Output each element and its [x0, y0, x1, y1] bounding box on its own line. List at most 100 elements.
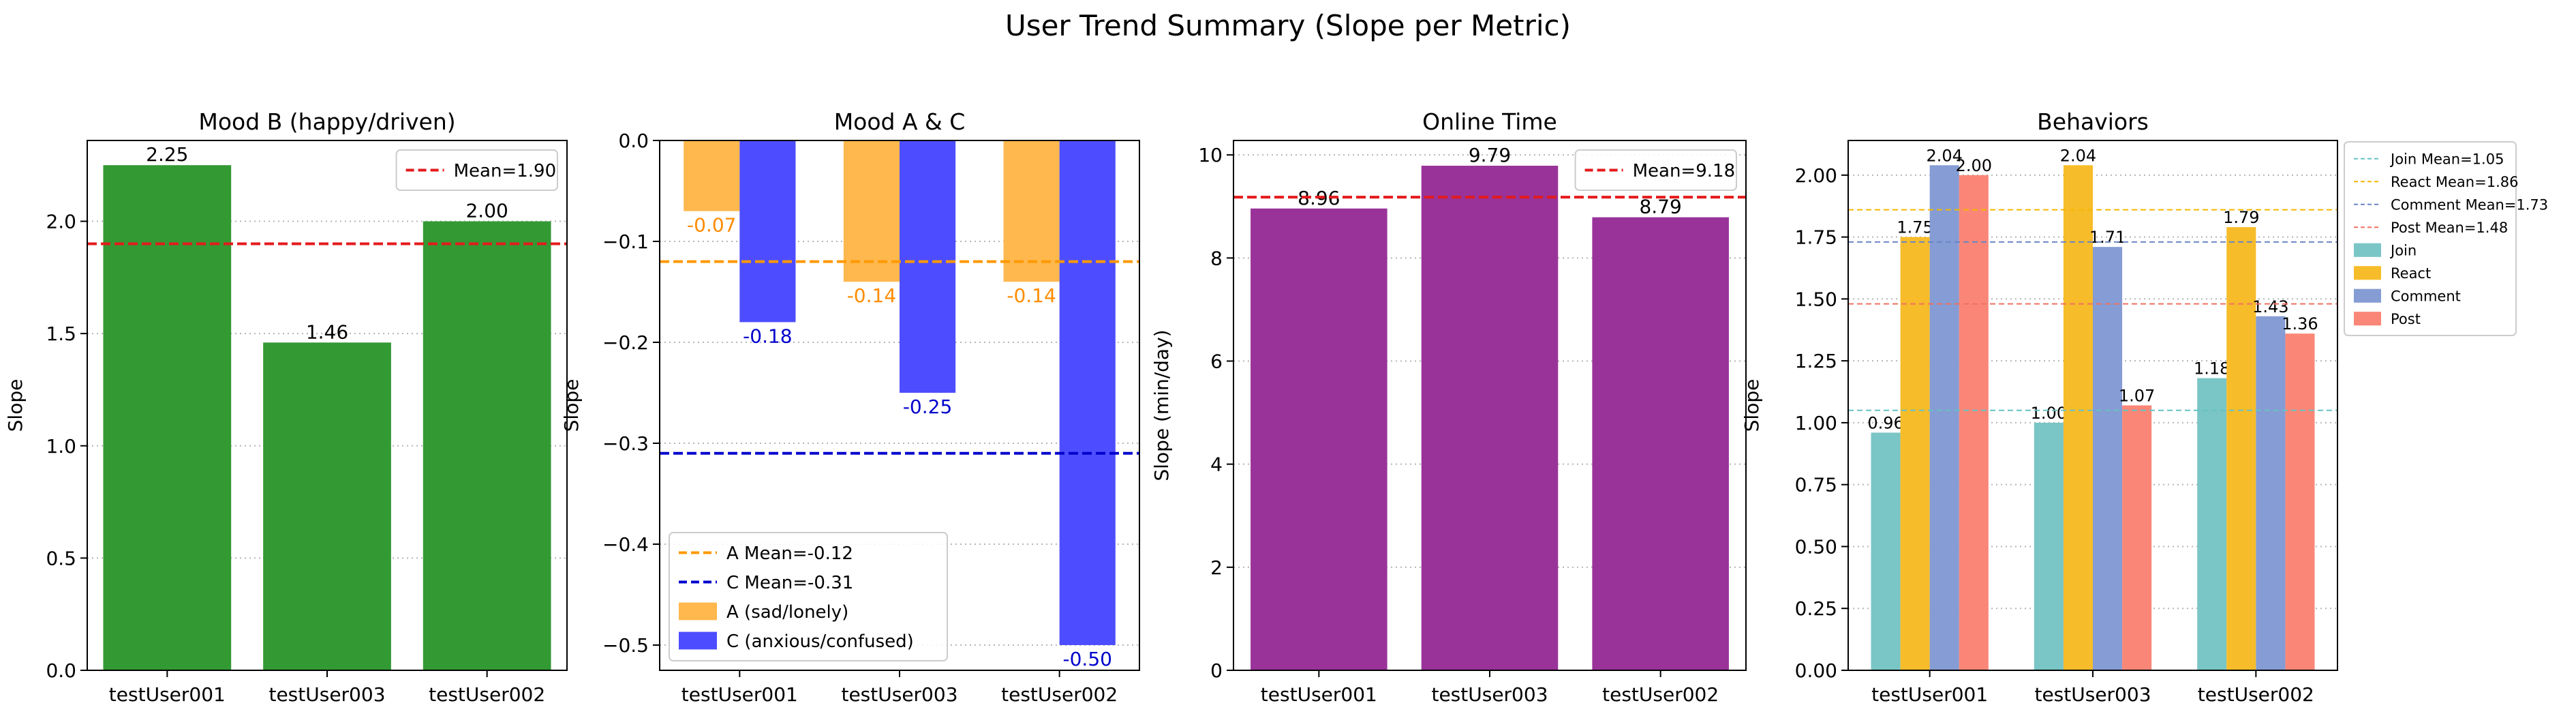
legend-label: Mean=9.18 [1633, 161, 1736, 181]
y-tick-label: 0.75 [1795, 474, 1837, 496]
legend-label: Mean=1.90 [454, 161, 557, 181]
panel-1: Mood B (happy/driven) 0.0 0.5 1.0 1.5 2.0 Slop… [4, 108, 568, 706]
y-tick-label: 6 [1210, 350, 1223, 372]
y-tick-label: −0.2 [602, 331, 649, 354]
bar [2034, 422, 2064, 670]
y-tick-label: 2 [1210, 556, 1223, 579]
data-label: 1.18 [2194, 359, 2230, 378]
y-tick-label: 0.00 [1795, 659, 1837, 682]
legend-box [1574, 149, 1738, 191]
legend-label: Comment Mean=1.73 [2391, 196, 2548, 213]
data-label: 9.79 [1469, 144, 1511, 166]
legend-label: Join Mean=1.05 [2389, 151, 2504, 167]
bar [1900, 237, 1930, 671]
data-label: -0.14 [847, 284, 896, 307]
bar [1003, 140, 1060, 282]
panel-title: Online Time [1422, 108, 1557, 135]
data-label: 1.43 [2252, 297, 2288, 316]
y-tick-label: 0.25 [1795, 597, 1837, 620]
legend: Mean=1.90 [395, 149, 558, 191]
legend: Mean=9.18 [1574, 149, 1738, 191]
bar [2285, 333, 2315, 670]
legend: Join Mean=1.05 React Mean=1.86 Comment Mea… [2344, 141, 2548, 336]
data-label: 1.71 [2089, 228, 2126, 247]
bar [1251, 208, 1387, 671]
chart-panels: Mood B (happy/driven) 0.0 0.5 1.0 1.5 2.0 Slop… [4, 108, 2548, 706]
data-label: 0.96 [1867, 413, 1903, 432]
legend-label: A Mean=-0.12 [726, 543, 853, 564]
axes-frame [659, 140, 1140, 671]
y-tick-label: 1.75 [1795, 226, 1837, 249]
bar [900, 140, 956, 393]
y-tick-label: 1.50 [1795, 288, 1837, 310]
legend-patch-swatch [2354, 288, 2381, 303]
y-tick-label: 0.0 [46, 659, 76, 682]
x-tick-label: testUser001 [1871, 683, 1988, 706]
legend-patch-swatch [2354, 243, 2381, 257]
bar [1059, 140, 1116, 645]
x-tick-label: testUser002 [429, 683, 545, 706]
x-tick-label: testUser003 [2034, 683, 2151, 706]
legend-label: C (anxious/confused) [726, 631, 914, 652]
y-tick-label: 4 [1210, 453, 1223, 476]
x-tick-label: testUser001 [681, 683, 798, 706]
y-tick-label: 0.50 [1795, 535, 1837, 558]
legend-patch-swatch [679, 631, 717, 650]
panel-title: Mood A & C [834, 108, 966, 135]
bar [2122, 405, 2152, 670]
legend-patch-swatch [679, 602, 717, 621]
data-label: 8.79 [1639, 196, 1681, 218]
data-label: 1.75 [1897, 218, 1933, 237]
data-label: -0.07 [687, 214, 736, 237]
y-tick-label: 0.0 [618, 130, 649, 152]
figure-title: User Trend Summary (Slope per Metric) [1005, 9, 1571, 42]
y-tick-label: 1.0 [46, 435, 76, 458]
y-tick-label: 0.5 [46, 547, 76, 569]
data-label: -0.18 [743, 325, 792, 347]
legend-label: React [2391, 265, 2431, 282]
y-tick-label: −0.4 [602, 533, 649, 556]
y-axis-label: Slope (min/day) [1150, 329, 1173, 481]
data-label: 1.00 [2031, 404, 2067, 423]
data-label: -0.50 [1063, 648, 1112, 670]
legend-box [2344, 141, 2517, 336]
x-tick-label: testUser002 [2198, 683, 2314, 706]
panel-title: Mood B (happy/driven) [198, 108, 455, 135]
data-label: 2.00 [1956, 156, 1992, 175]
x-tick-label: testUser003 [841, 683, 957, 706]
bar [739, 140, 796, 323]
legend-label: C Mean=-0.31 [726, 573, 853, 593]
legend-label: Post [2391, 311, 2421, 327]
legend-label: React Mean=1.86 [2391, 174, 2518, 190]
legend: A Mean=-0.12 C Mean=-0.31 A (sad/lonely) C … [669, 532, 948, 661]
y-axis-label: Slope [4, 379, 27, 432]
legend-label: Join [2389, 242, 2417, 258]
y-tick-label: 8 [1210, 247, 1223, 269]
data-label: 2.00 [465, 200, 508, 222]
y-tick-label: −0.3 [602, 432, 649, 455]
x-tick-label: testUser001 [1261, 683, 1377, 706]
legend-label: Post Mean=1.48 [2391, 220, 2508, 236]
legend-patch-swatch [2354, 266, 2381, 280]
legend-box [395, 149, 558, 191]
axes-frame [87, 140, 568, 671]
axes-frame [1233, 140, 1747, 671]
data-label: 1.79 [2223, 208, 2259, 227]
data-label: 1.36 [2282, 314, 2318, 333]
y-tick-label: −0.5 [602, 634, 649, 657]
bar [1929, 165, 1959, 670]
data-label: -0.25 [903, 396, 952, 418]
panel-4: Behaviors 0.00 0.25 0.50 0.75 1.00 1.25 1.50 1.7… [1741, 108, 2548, 706]
data-label: -0.14 [1007, 284, 1056, 307]
data-label: 1.46 [306, 320, 348, 343]
bar [2226, 227, 2256, 670]
y-tick-label: 1.25 [1795, 350, 1837, 372]
bar [103, 165, 232, 671]
y-tick-label: 1.00 [1795, 412, 1837, 434]
data-label: 1.07 [2119, 387, 2155, 406]
bar [2063, 165, 2093, 670]
bar [1592, 217, 1729, 671]
bar [1871, 432, 1901, 670]
x-tick-label: testUser001 [109, 683, 226, 706]
